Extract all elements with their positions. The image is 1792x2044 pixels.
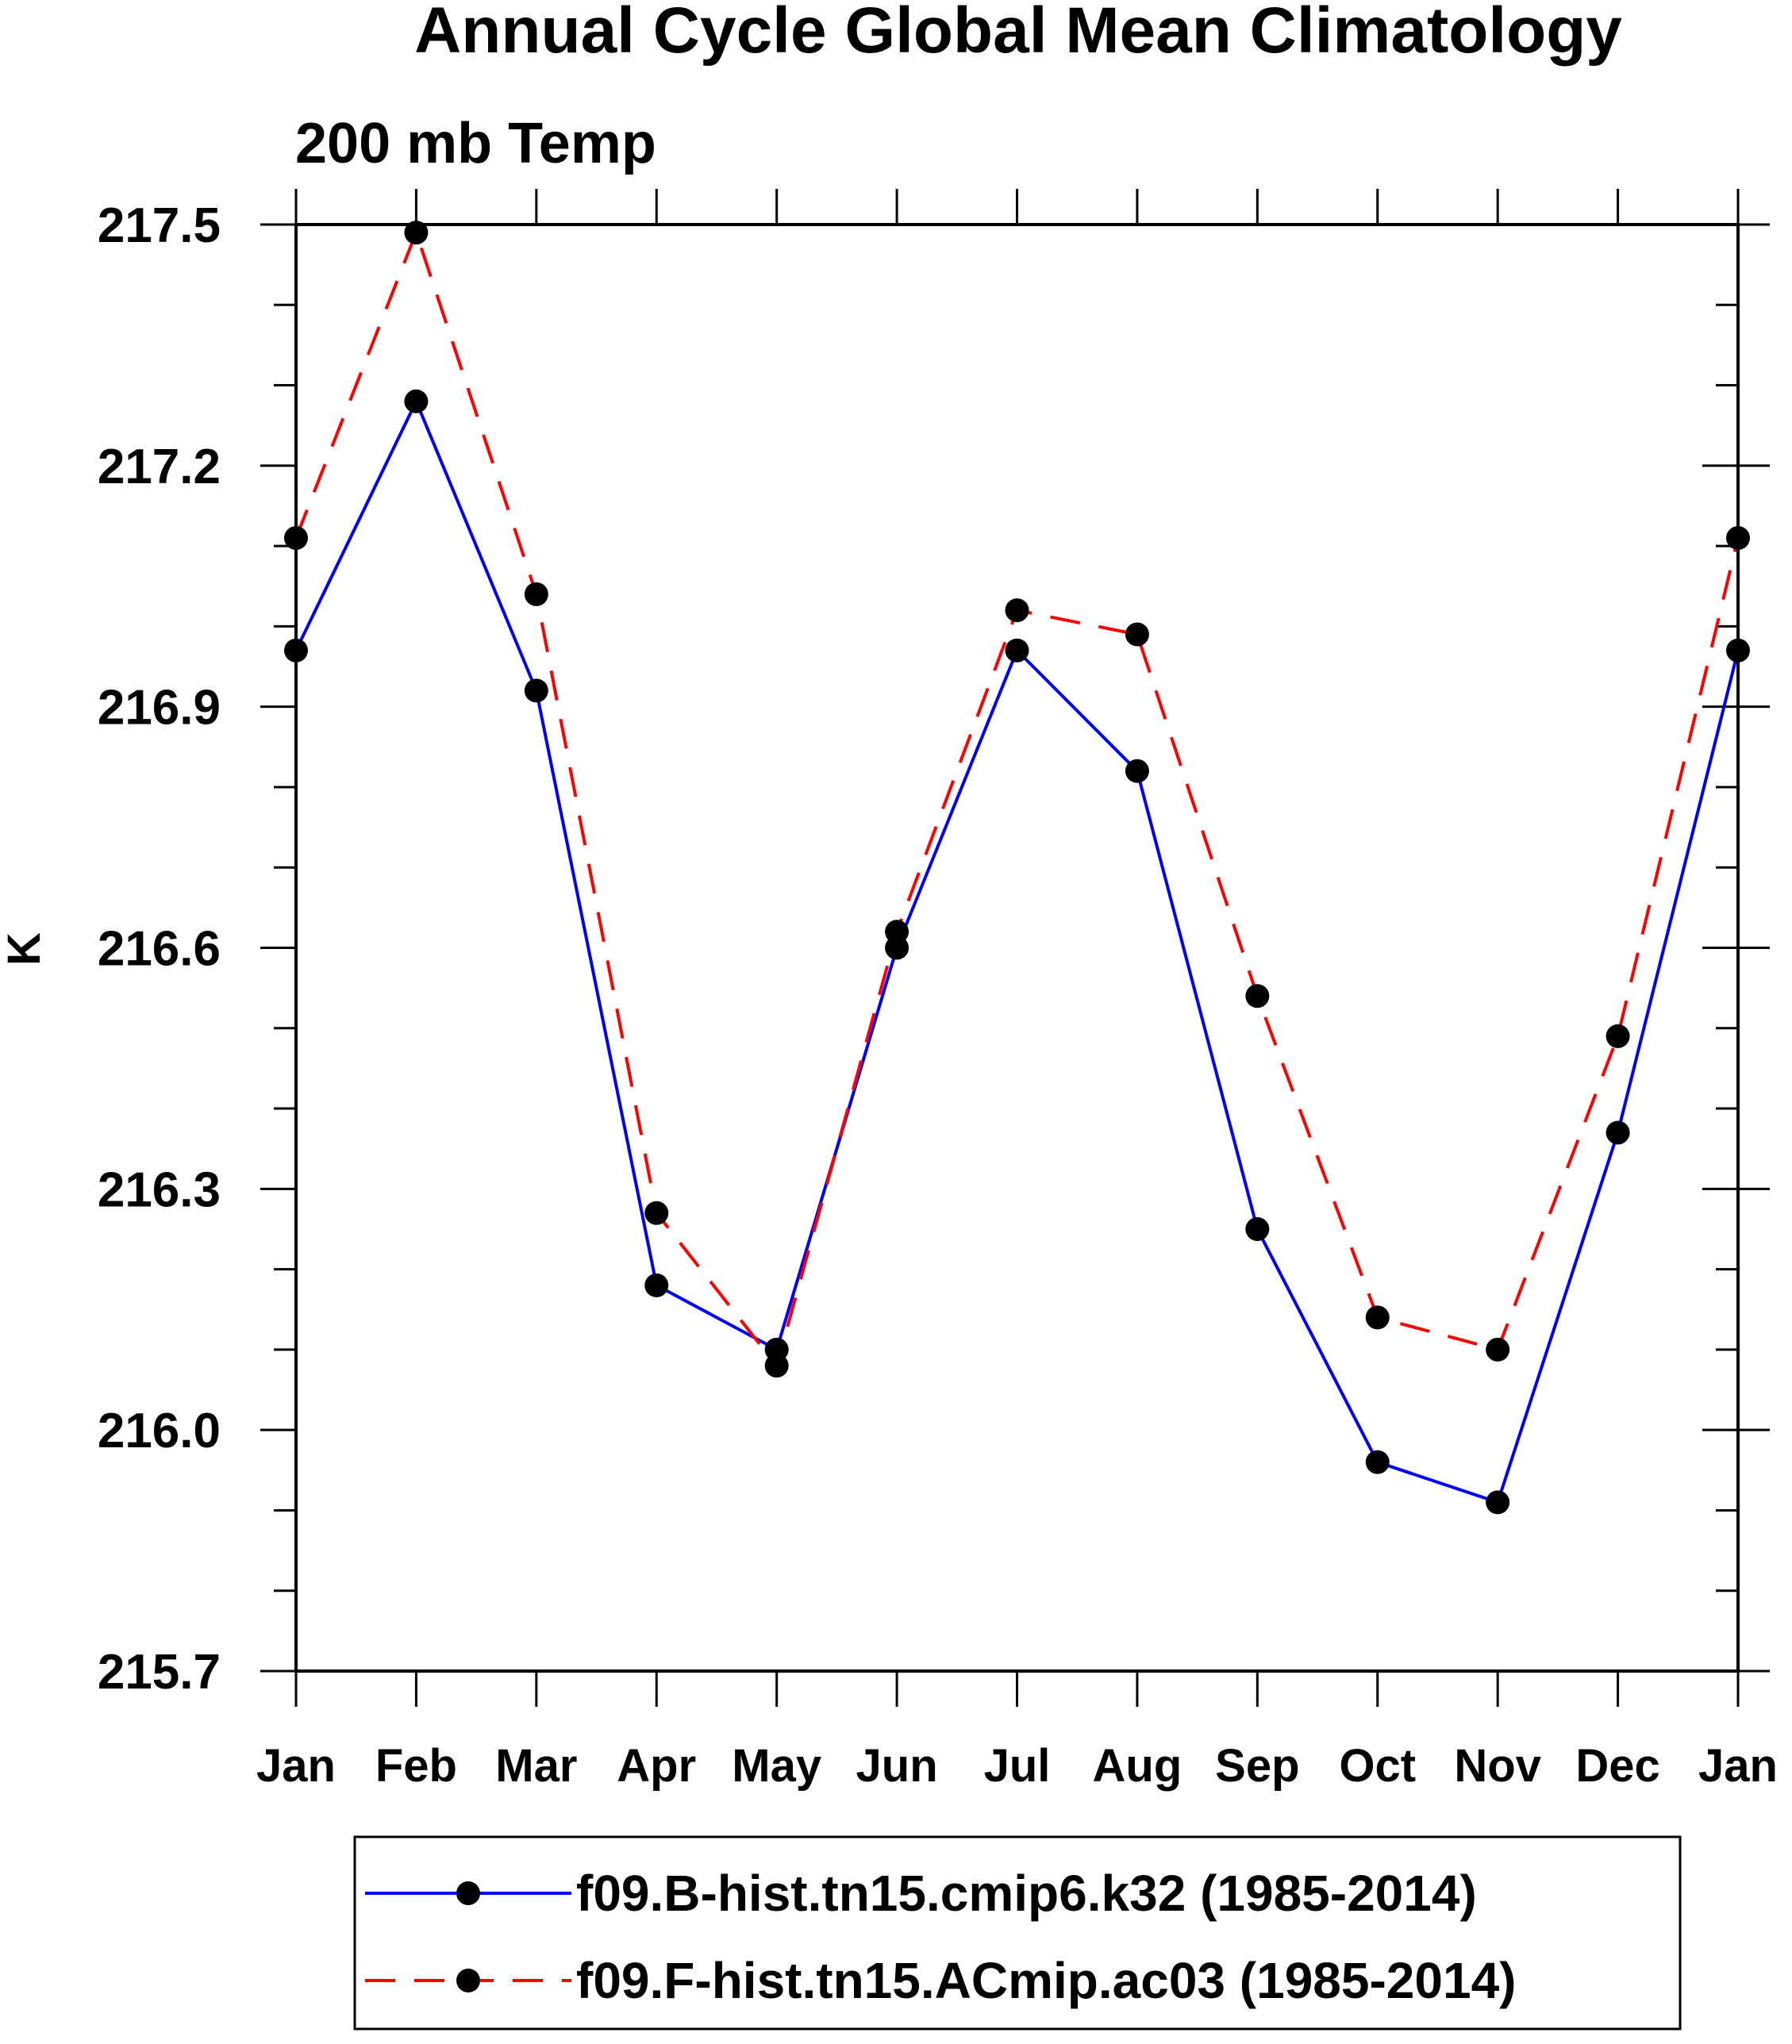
x-tick-label: Jan bbox=[1698, 1740, 1778, 1792]
x-tick-label: May bbox=[732, 1740, 821, 1792]
chart-title: Annual Cycle Global Mean Climatology bbox=[414, 0, 1622, 67]
legend-label-red: f09.F-hist.tn15.ACmip.ac03 (1985-2014) bbox=[576, 1952, 1516, 2009]
data-point-series-1 bbox=[1125, 622, 1149, 647]
data-point-series-1 bbox=[764, 1354, 789, 1378]
x-tick-label: Apr bbox=[617, 1740, 696, 1792]
y-tick-label: 217.5 bbox=[98, 198, 221, 253]
y-axis-label: K bbox=[0, 932, 50, 966]
x-tick-label: Feb bbox=[375, 1740, 457, 1792]
data-point-series-1 bbox=[1245, 984, 1270, 1009]
data-point-series-1 bbox=[885, 920, 909, 944]
data-point-series-1 bbox=[1726, 525, 1750, 550]
x-tick-label: Sep bbox=[1215, 1740, 1299, 1792]
data-point-series-1 bbox=[1486, 1337, 1510, 1362]
legend-label-blue: f09.B-hist.tn15.cmip6.k32 (1985-2014) bbox=[576, 1865, 1477, 1922]
legend: f09.B-hist.tn15.cmip6.k32 (1985-2014) f0… bbox=[353, 1835, 1682, 2031]
x-tick-label: Jul bbox=[984, 1740, 1051, 1792]
x-tick-label: Dec bbox=[1575, 1740, 1659, 1792]
data-point-series-1 bbox=[1365, 1305, 1390, 1330]
data-point-series-1 bbox=[1005, 598, 1029, 623]
x-tick-label: Nov bbox=[1454, 1740, 1541, 1792]
data-point-series-1 bbox=[644, 1201, 669, 1225]
y-tick-label: 216.6 bbox=[98, 922, 221, 977]
data-point-series-1 bbox=[524, 582, 548, 606]
data-point-series-0 bbox=[1726, 638, 1750, 663]
x-tick-label: Jan bbox=[256, 1740, 336, 1792]
data-point-series-1 bbox=[284, 525, 308, 550]
data-point-series-1 bbox=[1605, 1024, 1630, 1048]
legend-marker-blue bbox=[456, 1881, 480, 1905]
x-tick-label: Oct bbox=[1339, 1740, 1416, 1792]
chart-subtitle: 200 mb Temp bbox=[295, 112, 656, 175]
data-point-series-0 bbox=[1365, 1450, 1390, 1474]
data-point-series-0 bbox=[284, 638, 308, 663]
data-point-series-0 bbox=[404, 389, 429, 413]
data-point-series-0 bbox=[1125, 759, 1149, 783]
data-point-series-0 bbox=[1005, 638, 1029, 663]
legend-marker-red bbox=[456, 1969, 480, 1992]
data-point-series-0 bbox=[644, 1273, 669, 1297]
legend-box bbox=[353, 1835, 1682, 2031]
series-line-1 bbox=[294, 228, 1740, 1370]
y-tick-label: 217.2 bbox=[98, 440, 221, 494]
y-tick-label: 216.0 bbox=[98, 1404, 221, 1458]
y-tick-label: 216.9 bbox=[98, 681, 221, 736]
data-point-series-0 bbox=[524, 678, 548, 703]
x-tick-label: Aug bbox=[1093, 1740, 1182, 1792]
data-point-series-1 bbox=[404, 221, 429, 245]
y-tick-label: 215.7 bbox=[98, 1645, 221, 1700]
plot-frame bbox=[294, 223, 1740, 1673]
x-tick-label: Jun bbox=[856, 1740, 938, 1792]
y-tick-label: 216.3 bbox=[98, 1162, 221, 1217]
data-point-series-0 bbox=[1245, 1216, 1270, 1241]
x-tick-label: Mar bbox=[495, 1740, 577, 1792]
data-point-series-0 bbox=[1605, 1120, 1630, 1145]
data-point-series-0 bbox=[1486, 1490, 1510, 1515]
series-line-0 bbox=[294, 397, 1740, 1504]
